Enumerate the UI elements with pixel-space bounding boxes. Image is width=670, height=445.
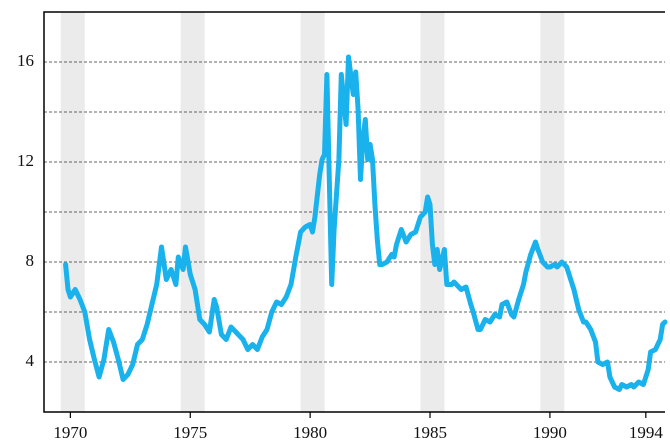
data-line — [63, 54, 668, 392]
y-tick-label: 16 — [17, 51, 34, 70]
x-tick-label: 1990 — [533, 423, 567, 442]
y-tick-label: 4 — [26, 351, 35, 370]
axis-frame — [43, 11, 665, 413]
y-tick-label: 8 — [26, 251, 35, 270]
x-tick-label: 1975 — [173, 423, 207, 442]
x-tick-label: 1970 — [53, 423, 87, 442]
y-tick-label: 12 — [17, 151, 34, 170]
x-tick-label: 1980 — [293, 423, 327, 442]
x-tick-label: 1994 — [629, 423, 664, 442]
x-tick-label: 1985 — [413, 423, 447, 442]
